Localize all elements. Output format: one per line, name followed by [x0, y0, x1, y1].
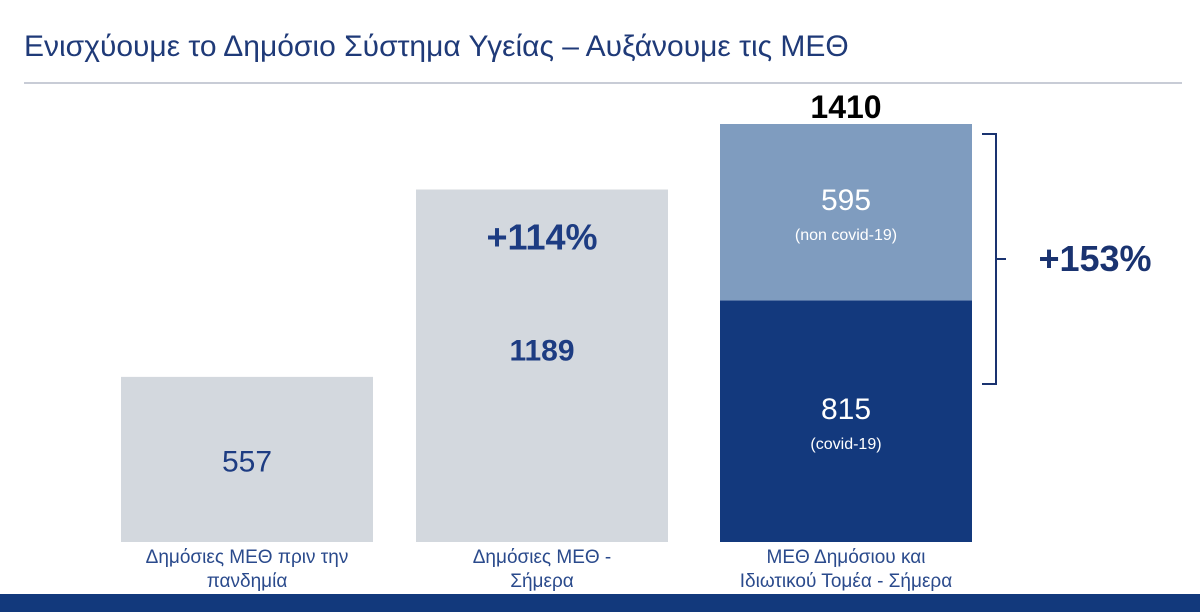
- bar-pre-pandemic: [121, 376, 373, 542]
- segment-value-label: 595: [821, 184, 871, 217]
- page-title: Ενισχύουμε το Δημόσιο Σύστημα Υγείας – Α…: [24, 30, 849, 63]
- segment-sublabel: (non covid-19): [795, 227, 897, 244]
- category-label: ΜΕΘ Δημόσιου και: [767, 547, 926, 568]
- bracket: [982, 133, 1006, 385]
- category-label: Ιδιωτικού Τομέα - Σήμερα: [740, 571, 952, 592]
- category-label: Δημόσιες ΜΕΘ -: [473, 547, 612, 568]
- category-label: πανδημία: [207, 571, 288, 592]
- change-label: +114%: [486, 217, 597, 258]
- segment-value-label: 815: [821, 393, 871, 426]
- bar-public-today: [416, 189, 668, 543]
- category-label: Δημόσιες ΜΕΘ πριν την: [146, 547, 349, 568]
- stack-segment-covid: [720, 300, 972, 542]
- category-label: Σήμερα: [510, 571, 574, 592]
- increase-annotation: +153%: [1038, 238, 1151, 279]
- title-divider: [24, 82, 1182, 84]
- bar-value-label: 1189: [509, 335, 574, 368]
- stack-segment-non-covid: [720, 124, 972, 301]
- bar-value-label: 557: [222, 445, 272, 478]
- bar-total-label: 1410: [810, 89, 881, 125]
- segment-sublabel: (covid-19): [810, 436, 881, 453]
- footer-bar: [0, 594, 1200, 612]
